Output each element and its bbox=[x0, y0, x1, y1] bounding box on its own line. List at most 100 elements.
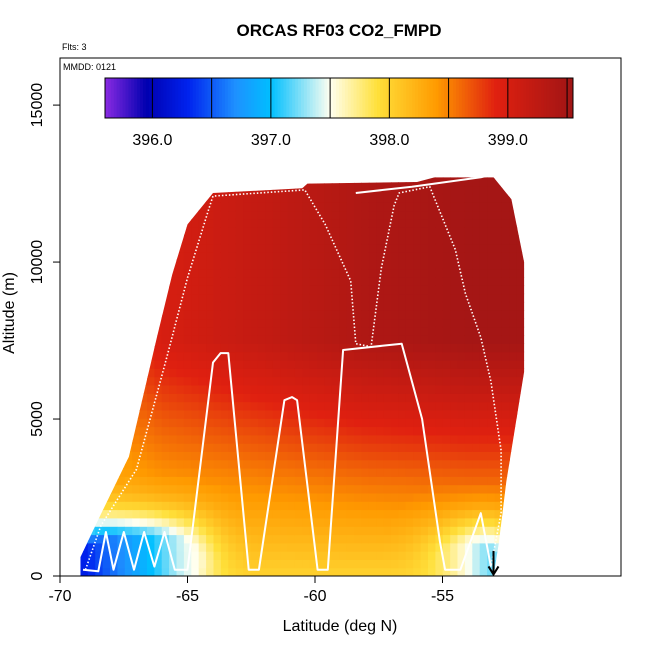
heatmap-cell bbox=[191, 252, 200, 261]
heatmap-cell bbox=[287, 277, 296, 286]
heatmap-cell bbox=[169, 501, 178, 511]
heatmap-cell bbox=[413, 385, 422, 394]
heatmap-cell bbox=[457, 318, 466, 328]
heatmap-cell bbox=[405, 468, 414, 477]
heatmap-cell bbox=[154, 368, 163, 378]
heatmap-cell bbox=[472, 434, 481, 444]
heatmap-cell bbox=[479, 351, 488, 361]
heatmap-cell bbox=[376, 243, 385, 253]
heatmap-cell bbox=[383, 227, 392, 236]
colorbar-swatch bbox=[415, 78, 419, 118]
heatmap-cell bbox=[139, 542, 148, 552]
heatmap-cell bbox=[213, 484, 222, 494]
heatmap-cell bbox=[117, 277, 126, 286]
heatmap-cell bbox=[383, 418, 392, 428]
heatmap-cell bbox=[501, 492, 510, 502]
heatmap-cell bbox=[324, 193, 333, 203]
heatmap-cell bbox=[428, 210, 436, 220]
heatmap-cell bbox=[124, 492, 133, 502]
heatmap-cell bbox=[339, 252, 348, 261]
heatmap-cell bbox=[346, 218, 355, 228]
heatmap-cell bbox=[428, 193, 436, 203]
heatmap-cell bbox=[472, 326, 481, 336]
heatmap-cell bbox=[442, 484, 451, 494]
heatmap-cell bbox=[494, 351, 503, 361]
heatmap-cell bbox=[102, 343, 111, 353]
heatmap-cell bbox=[220, 335, 229, 344]
heatmap-cell bbox=[206, 484, 215, 494]
heatmap-cell bbox=[124, 185, 133, 195]
heatmap-cell bbox=[191, 193, 200, 203]
heatmap-cell bbox=[117, 285, 126, 295]
colorbar-swatch bbox=[499, 78, 504, 118]
heatmap-cell bbox=[317, 360, 325, 369]
heatmap-cell bbox=[509, 227, 518, 236]
heatmap-cell bbox=[87, 476, 96, 486]
heatmap-cell bbox=[117, 376, 126, 386]
heatmap-cell bbox=[516, 509, 525, 519]
heatmap-cell bbox=[383, 351, 392, 361]
heatmap-cell bbox=[391, 210, 399, 220]
heatmap-cell bbox=[309, 434, 318, 444]
heatmap-cell bbox=[413, 243, 422, 253]
heatmap-cell bbox=[331, 326, 340, 336]
heatmap-cell bbox=[272, 293, 281, 303]
heatmap-cell bbox=[376, 434, 385, 444]
heatmap-cell bbox=[331, 368, 340, 378]
heatmap-cell bbox=[494, 376, 503, 386]
heatmap-cell bbox=[272, 335, 281, 344]
heatmap-cell bbox=[124, 335, 133, 344]
colorbar-swatch bbox=[321, 78, 325, 118]
heatmap-cell bbox=[117, 459, 126, 469]
heatmap-cell bbox=[154, 310, 163, 320]
heatmap-cell bbox=[287, 260, 296, 270]
colorbar-swatch bbox=[172, 78, 176, 118]
colorbar-swatch bbox=[406, 78, 410, 118]
heatmap-cell bbox=[346, 401, 355, 411]
heatmap-cell bbox=[220, 484, 229, 494]
colorbar-swatch bbox=[456, 78, 460, 118]
heatmap-cell bbox=[398, 360, 407, 369]
heatmap-cell bbox=[494, 277, 503, 286]
heatmap-cell bbox=[250, 409, 259, 419]
heatmap-cell bbox=[435, 451, 444, 461]
heatmap-cell bbox=[257, 218, 266, 228]
heatmap-cell bbox=[435, 318, 444, 328]
colorbar-swatch bbox=[391, 78, 396, 118]
heatmap-cell bbox=[324, 285, 333, 295]
heatmap-cell bbox=[191, 542, 200, 552]
heatmap-cell bbox=[243, 368, 252, 378]
heatmap-cell bbox=[243, 526, 252, 536]
heatmap-cell bbox=[161, 526, 170, 536]
heatmap-cell bbox=[361, 542, 370, 552]
heatmap-cell bbox=[280, 409, 289, 419]
heatmap-cell bbox=[509, 260, 518, 270]
heatmap-cell bbox=[457, 401, 466, 411]
heatmap-cell bbox=[368, 484, 377, 494]
heatmap-cell bbox=[183, 393, 192, 403]
colorbar-swatch bbox=[327, 78, 331, 118]
heatmap-cell bbox=[361, 368, 370, 378]
heatmap-cell bbox=[501, 468, 510, 477]
heatmap-cell bbox=[479, 335, 488, 344]
heatmap-cell bbox=[487, 542, 496, 552]
heatmap-cell bbox=[317, 218, 325, 228]
heatmap-cell bbox=[435, 409, 444, 419]
colorbar-swatch bbox=[298, 78, 302, 118]
heatmap-cell bbox=[154, 202, 163, 212]
heatmap-cell bbox=[331, 567, 340, 576]
heatmap-cell bbox=[398, 252, 407, 261]
heatmap-cell bbox=[354, 551, 362, 560]
heatmap-cell bbox=[161, 360, 170, 369]
heatmap-cell bbox=[420, 202, 429, 212]
heatmap-cell bbox=[250, 567, 259, 576]
heatmap-cell bbox=[250, 260, 259, 270]
heatmap-cell bbox=[117, 426, 126, 436]
heatmap-cell bbox=[339, 434, 348, 444]
heatmap-cell bbox=[80, 343, 89, 353]
heatmap-cell bbox=[287, 492, 296, 502]
heatmap-cell bbox=[272, 459, 281, 469]
heatmap-cell bbox=[391, 285, 399, 295]
heatmap-cell bbox=[413, 534, 422, 544]
heatmap-cell bbox=[294, 310, 303, 320]
